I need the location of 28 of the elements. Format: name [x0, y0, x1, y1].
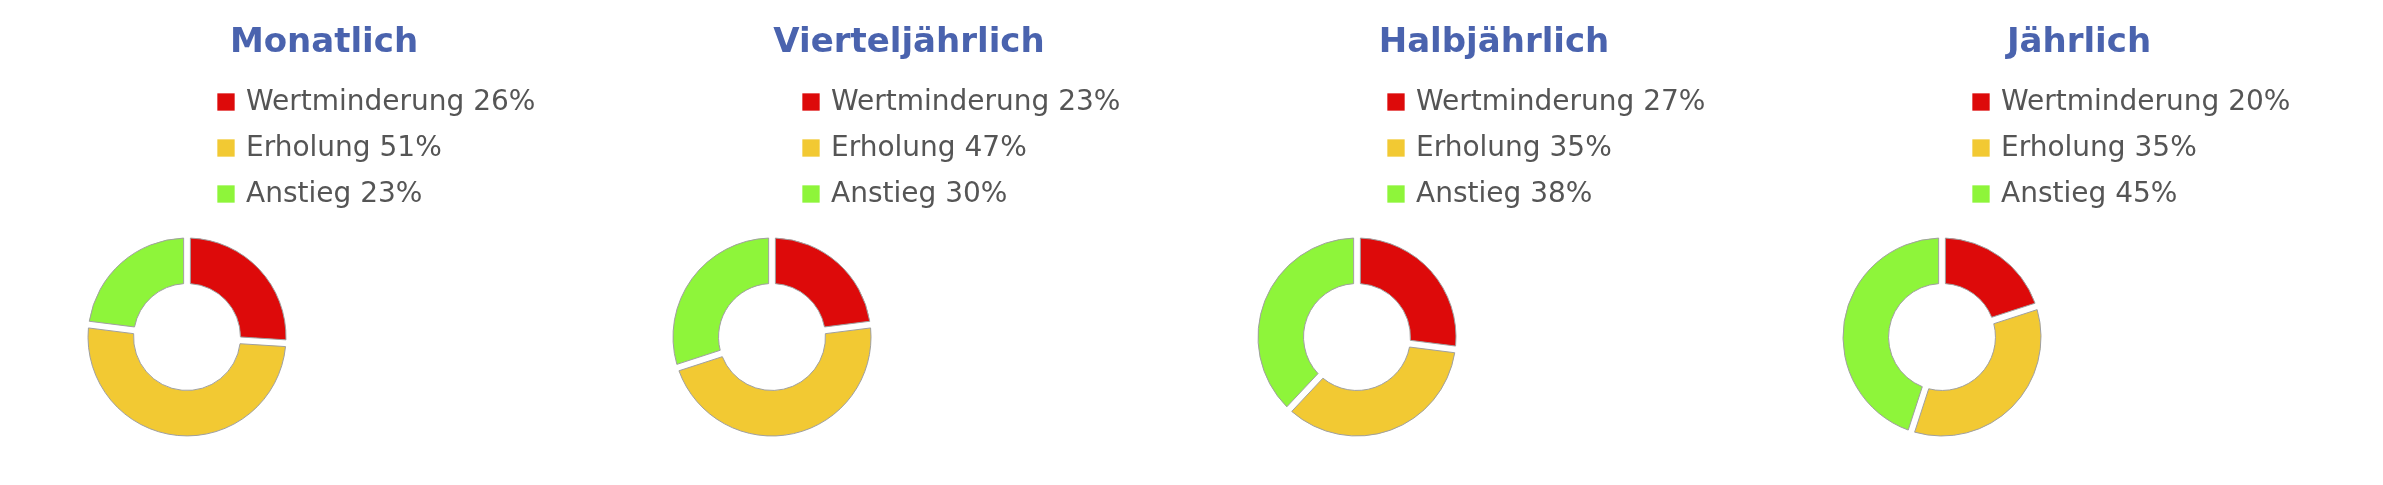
donut-slice [678, 327, 872, 437]
legend-label: Wertminderung 26% [246, 84, 536, 117]
donut-slice [1291, 346, 1456, 437]
legend-label: Erholung 47% [831, 130, 1027, 163]
legend-label: Erholung 35% [2001, 130, 2197, 163]
legend-label: Anstieg 30% [831, 176, 1008, 209]
donut-slice [88, 237, 185, 328]
donut-slice [87, 327, 287, 437]
donut-slice [1359, 237, 1457, 347]
legend-label: Erholung 51% [246, 130, 442, 163]
legend-label: Wertminderung 27% [1416, 84, 1706, 117]
legend-label: Anstieg 38% [1416, 176, 1593, 209]
legend-label: Erholung 35% [1416, 130, 1612, 163]
donut-slice [189, 237, 287, 341]
legend-label: Anstieg 45% [2001, 176, 2178, 209]
donut-slice [774, 237, 871, 328]
chart-title: Vierteljährlich [773, 20, 1045, 60]
legend-label: Wertminderung 20% [2001, 84, 2291, 117]
chart-title: Halbjährlich [1378, 20, 1610, 60]
donut-slice [672, 237, 770, 365]
chart-title: Jährlich [2004, 20, 2152, 60]
donut-slice [1914, 309, 2042, 437]
donut-slice [1842, 237, 1940, 431]
legend-label: Anstieg 23% [246, 176, 423, 209]
donut-slice [1257, 237, 1355, 408]
donut-slice [1944, 237, 2036, 318]
chart-title: Monatlich [229, 20, 419, 60]
legend-label: Wertminderung 23% [831, 84, 1121, 117]
